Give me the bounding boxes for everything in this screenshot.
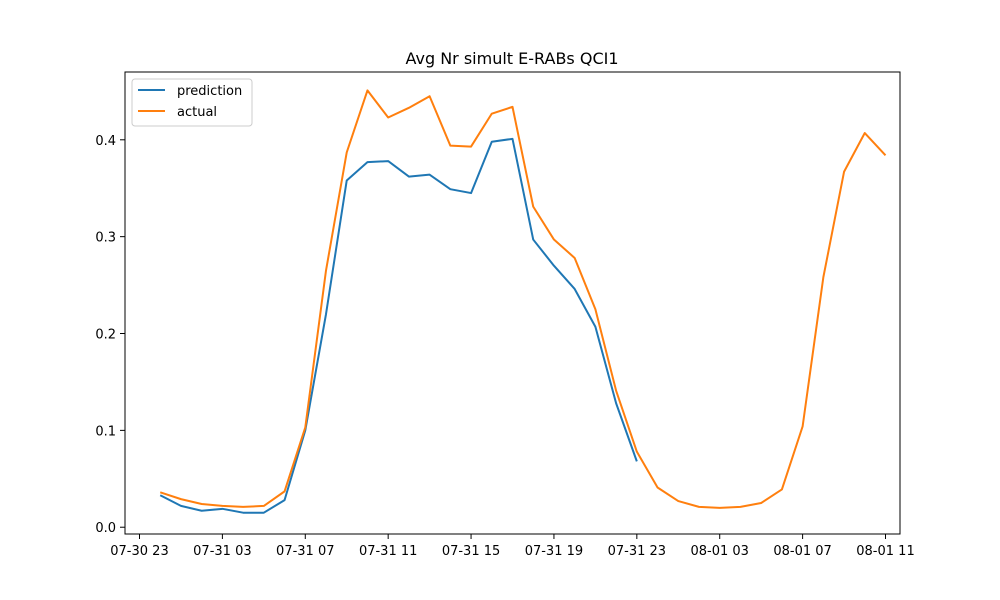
x-tick-label: 08-01 03 <box>690 544 748 559</box>
series-line-prediction <box>159 137 638 514</box>
series-line-actual <box>159 89 887 509</box>
legend-label-prediction: prediction <box>177 84 242 99</box>
y-tick-label: 0.4 <box>95 134 116 149</box>
x-tick-label: 07-31 23 <box>608 544 666 559</box>
x-tick-label: 08-01 11 <box>856 544 914 559</box>
plot-frame <box>124 71 901 535</box>
chart-title: Avg Nr simult E-RABs QCI1 <box>405 49 618 68</box>
x-tick-label: 07-30 23 <box>110 544 168 559</box>
series-layer <box>159 89 887 514</box>
y-tick-label: 0.0 <box>95 521 116 536</box>
legend: prediction actual <box>131 78 253 127</box>
x-axis: 07-30 23 07-31 03 07-31 07 07-31 11 07-31 15… <box>110 534 915 559</box>
x-tick-label: 07-31 11 <box>359 544 417 559</box>
y-tick-label: 0.1 <box>95 424 116 439</box>
y-axis: 0.0 0.1 0.2 0.3 0.4 <box>95 134 125 536</box>
legend-label-actual: actual <box>177 105 217 120</box>
x-tick-label: 07-31 19 <box>525 544 583 559</box>
x-tick-label: 07-31 15 <box>442 544 500 559</box>
y-tick-label: 0.2 <box>95 328 116 343</box>
y-tick-label: 0.3 <box>95 231 116 246</box>
x-tick-label: 07-31 03 <box>193 544 251 559</box>
x-tick-label: 07-31 07 <box>276 544 334 559</box>
x-tick-label: 08-01 07 <box>773 544 831 559</box>
